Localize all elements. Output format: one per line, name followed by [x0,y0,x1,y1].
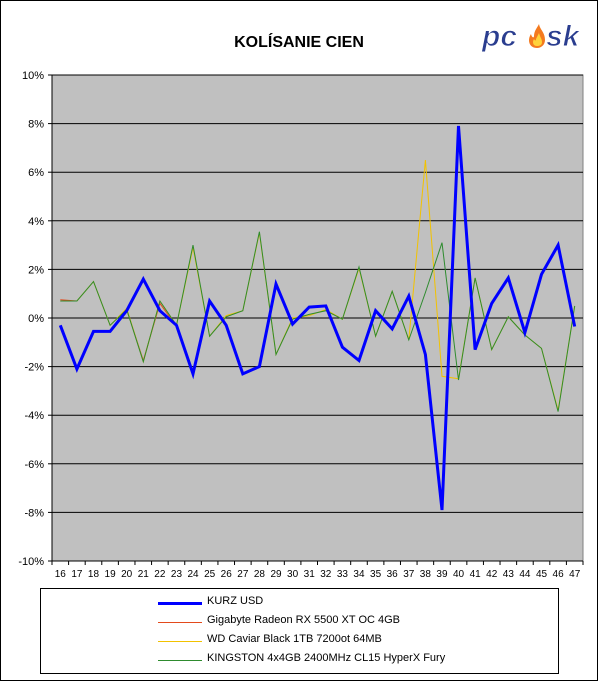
x-tick-label: 36 [387,569,399,580]
legend-swatch [158,641,202,642]
legend-label: KINGSTON 4x4GB 2400MHz CL15 HyperX Fury [207,652,446,664]
series-layer [58,125,577,511]
series-line-kingston-4x4gb-2400mhz-cl15-hyperx-fury [60,231,576,412]
chart-title: KOLÍSANIE CIEN [234,34,364,51]
y-tick-label: 8% [28,119,44,131]
x-tick-label: 24 [187,569,199,580]
x-tick-label: 40 [453,569,465,580]
logo-text-right: sk [546,20,581,53]
legend-label: WD Caviar Black 1TB 7200ot 64MB [207,633,382,645]
y-tick-label: -4% [24,410,44,422]
y-tick-label: -2% [24,362,44,374]
x-tick-label: 21 [138,569,150,580]
y-tick-label: -10% [18,556,44,568]
legend-item: Gigabyte Radeon RX 5500 XT OC 4GB [41,613,551,631]
x-tick-label: 16 [55,569,67,580]
x-tick-label: 41 [470,569,482,580]
y-tick-label: 10% [22,70,44,82]
x-tick-label: 46 [553,569,565,580]
y-tick-label: 0% [28,313,44,325]
legend: KURZ USD Gigabyte Radeon RX 5500 XT OC 4G… [40,588,559,674]
x-tick-label: 37 [403,569,415,580]
x-tick-label: 25 [204,569,216,580]
x-tick-label: 30 [287,569,299,580]
y-tick-label: 4% [28,216,44,228]
y-tick-label: 2% [28,264,44,276]
x-tick-label: 38 [420,569,432,580]
x-tick-label: 39 [436,569,448,580]
x-tick-label: 29 [270,569,282,580]
y-tick-label: -6% [24,459,44,471]
x-tick-label: 17 [71,569,83,580]
legend-swatch [158,602,202,605]
x-tick-label: 19 [105,569,117,580]
legend-label: KURZ USD [207,595,264,607]
x-tick-label: 43 [503,569,515,580]
logo-image: pc sk [481,20,582,54]
legend-item: KINGSTON 4x4GB 2400MHz CL15 HyperX Fury [41,651,551,669]
x-tick-label: 34 [353,569,365,580]
x-axis: 16 17 18 19 20 21 22 23 24 25 26 27 28 29 30 31 32 33 34 35… [51,560,584,580]
x-tick-label: 44 [519,569,531,580]
x-tick-label: 26 [221,569,233,580]
x-tick-label: 27 [237,569,249,580]
legend-swatch [158,660,202,661]
x-tick-label: 35 [370,569,382,580]
x-tick-label: 23 [171,569,183,580]
x-tick-label: 28 [254,569,266,580]
y-axis: 10% 8% 6% 4% 2% 0% -2% -4% -6% -8% -10% [18,70,53,568]
x-tick-label: 33 [337,569,349,580]
x-tick-label: 42 [486,569,498,580]
x-tick-label: 32 [320,569,332,580]
logo-text-left: pc [482,20,517,53]
x-tick-label: 31 [304,569,316,580]
legend-swatch [158,622,202,623]
x-tick-label: 18 [88,569,100,580]
legend-item: KURZ USD [41,594,551,612]
legend-label: Gigabyte Radeon RX 5500 XT OC 4GB [207,614,401,626]
x-tick-label: 22 [154,569,166,580]
x-tick-label: 45 [536,569,548,580]
series-line-kurz-usd [58,125,577,511]
y-tick-label: 6% [28,167,44,179]
pcsk-logo: pc sk [481,16,582,61]
flame-icon [529,24,545,48]
y-tick-label: -8% [24,507,44,519]
x-tick-label: 20 [121,569,133,580]
gridlines [52,74,583,562]
legend-item: WD Caviar Black 1TB 7200ot 64MB [41,632,551,650]
x-tick-label: 47 [569,569,581,580]
